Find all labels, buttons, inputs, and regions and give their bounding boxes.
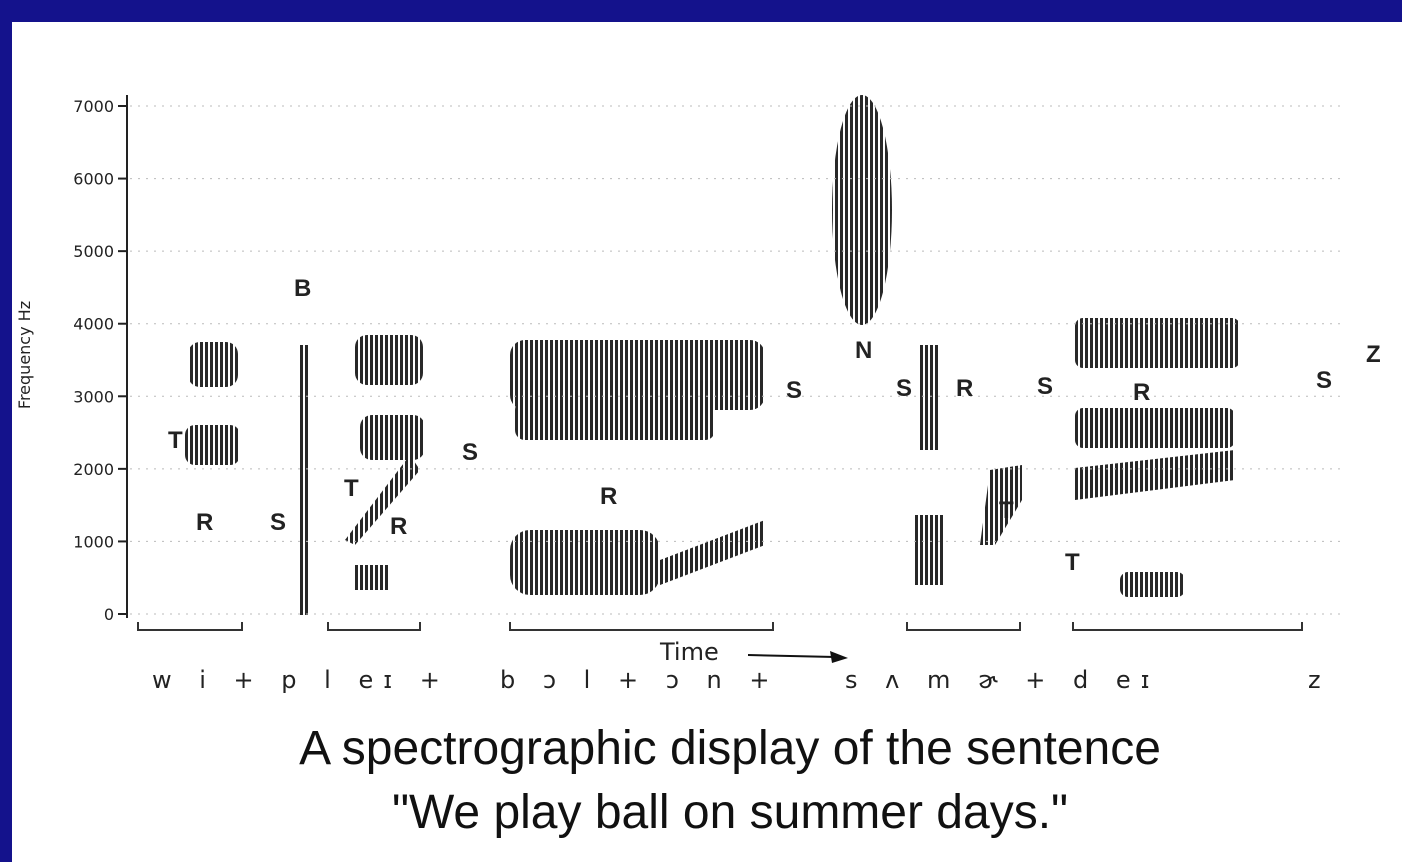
y-tick-label: 5000 xyxy=(73,242,114,261)
x-axis-label: Time xyxy=(659,638,719,666)
annotation: S xyxy=(786,377,802,404)
annotation: S xyxy=(1037,373,1053,400)
caption-line: A spectrographic display of the sentence xyxy=(299,722,1161,775)
slide: Frequency Hz Time A spectrographic displ… xyxy=(0,0,1402,862)
annotation: R xyxy=(956,375,973,402)
annotation: R xyxy=(1133,379,1150,406)
annotation: B xyxy=(294,275,311,302)
annotation: T xyxy=(1065,549,1080,576)
y-tick-label: 1000 xyxy=(73,532,114,551)
annotation: T xyxy=(168,427,183,454)
annotation: S xyxy=(462,439,478,466)
annotation: R xyxy=(390,513,407,540)
y-tick-label: 7000 xyxy=(73,97,114,116)
transcription: w i + p l eɪ + xyxy=(152,666,450,694)
annotation: Z xyxy=(1366,341,1381,368)
annotation: R xyxy=(600,483,617,510)
annotation: T xyxy=(999,497,1014,524)
transcription: z xyxy=(1308,666,1331,694)
transcription: s ʌ m ɚ + d eɪ xyxy=(845,666,1160,694)
annotation: N xyxy=(855,337,872,364)
page: {"figure":{ "y_axis":{"label":"Frequency… xyxy=(0,0,1402,862)
annotation: T xyxy=(344,475,359,502)
y-tick-label: 4000 xyxy=(73,315,114,334)
y-tick-label: 6000 xyxy=(73,170,114,189)
transcription: b ɔ l + ɔ n + xyxy=(500,666,779,694)
y-axis-label: Frequency Hz xyxy=(15,301,34,409)
annotation: S xyxy=(896,375,912,402)
annotation: S xyxy=(1316,367,1332,394)
caption-line: "We play ball on summer days." xyxy=(392,786,1068,839)
annotation: S xyxy=(270,509,286,536)
y-tick-label: 3000 xyxy=(73,387,114,406)
annotation: R xyxy=(196,509,213,536)
y-tick-label: 0 xyxy=(104,605,114,624)
y-tick-label: 2000 xyxy=(73,460,114,479)
